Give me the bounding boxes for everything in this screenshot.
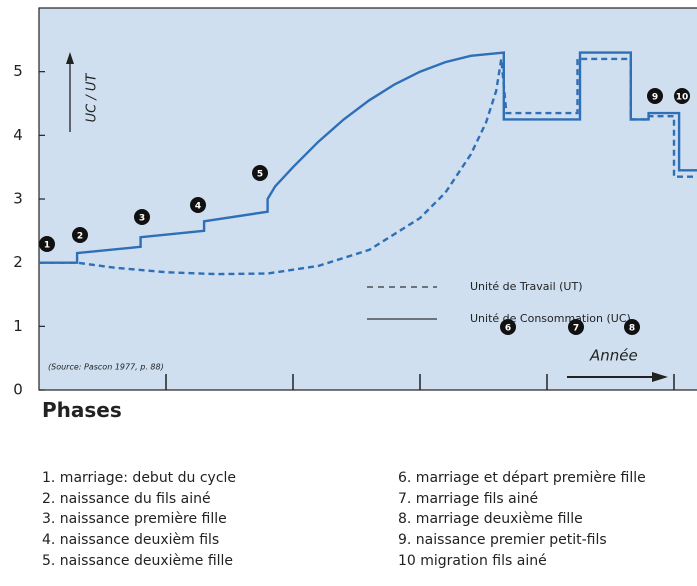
phases: Phases 1. marriage: debut du cycle 2. nai… [0,398,697,586]
phase-marker [190,197,206,213]
phase-marker [568,319,584,335]
phase-item: 9. naissance premier petit-fils [398,532,607,549]
phases-title: Phases [42,398,122,422]
phase-marker [674,88,690,104]
phase-marker [647,88,663,104]
y-tick-label: 3 [13,190,23,208]
phase-marker-label: 6 [505,324,511,334]
phase-marker [500,319,516,335]
y-tick-label: 0 [13,381,23,399]
y-tick-label: 1 [13,317,23,335]
legend-label: Unité de Consommation (UC) [470,312,631,325]
phase-marker [624,319,640,335]
y-tick-label: 5 [13,62,23,80]
y-axis-label: UC / UT [85,73,100,123]
phase-item: 7. marriage fils ainé [398,490,539,507]
source-note: (Source: Pascon 1977, p. 88) [48,363,164,372]
phase-marker-label: 2 [77,232,83,242]
y-tick-label: 2 [13,253,23,271]
plot-area [38,7,697,391]
phase-item: 2. naissance du fils ainé [42,490,211,507]
phase-marker [134,209,150,225]
x-axis-label: Année [589,347,638,365]
phase-marker-label: 1 [44,241,50,251]
phase-marker-label: 9 [652,93,658,103]
phase-marker-label: 8 [629,324,635,334]
phase-marker-label: 7 [573,324,579,334]
phase-item: 8. marriage deuxième fille [398,511,583,528]
x-arrow-head [652,372,668,382]
phase-item: 3. naissance première fille [42,511,227,528]
phase-marker-label: 5 [257,170,263,180]
phase-marker-label: 4 [195,202,201,212]
phase-item: 5. naissance deuxième fille [42,552,234,569]
phase-marker [72,227,88,243]
phase-item: 6. marriage et départ première fille [398,470,646,486]
phase-item: 1. marriage: debut du cycle [42,470,237,486]
line [39,51,697,264]
y-tick-label: 4 [13,126,23,144]
phase-marker-label: 10 [676,93,689,103]
phase-marker [39,236,55,252]
phase-marker-label: 3 [139,214,145,224]
chart: Année (Source: Pascon 1977, p. 88) 0 1 2 3 4… [13,7,697,399]
phase-item: 4. naissance deuxièm fils [42,532,220,549]
legend-label: Unité de Travail (UT) [470,280,582,293]
phase-item: 10 migration fils ainé [398,552,547,569]
phase-marker [252,165,268,181]
y-arrow-head [66,52,74,64]
